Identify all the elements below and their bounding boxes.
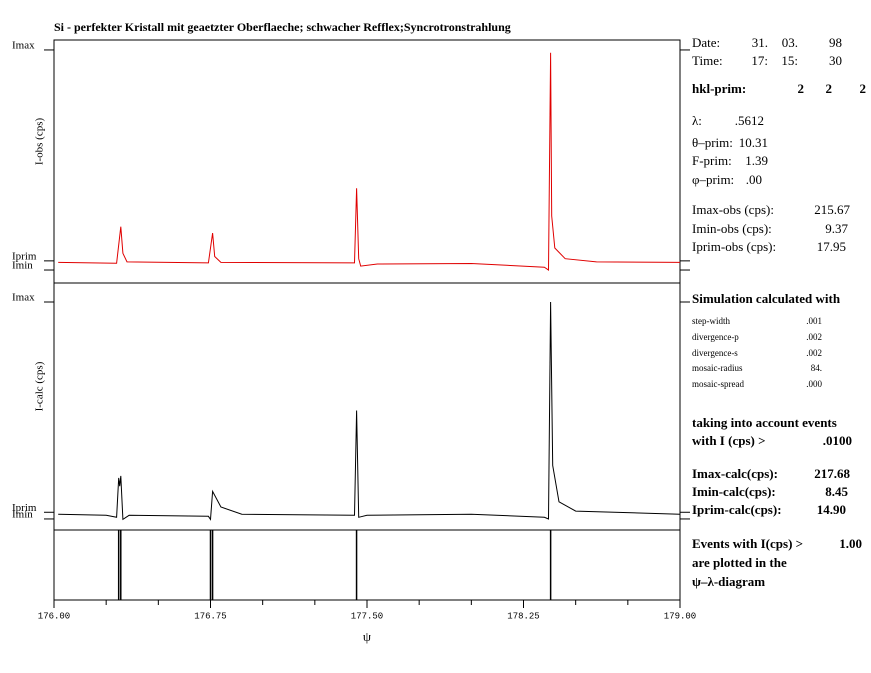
info-value: 14.90 <box>817 502 846 517</box>
x-tick-label: 179.00 <box>664 611 696 621</box>
info-label: step-width <box>692 316 730 326</box>
panel-frame <box>53 39 681 284</box>
info-value: 15: <box>781 53 798 68</box>
info-value: .0100 <box>823 433 852 448</box>
info-value: 8.45 <box>825 484 848 499</box>
info-label: mosaic-radius <box>692 363 743 373</box>
info-value: 1.39 <box>745 153 768 168</box>
info-label: Imin-calc(cps): <box>692 484 776 499</box>
info-value: .5612 <box>735 113 764 128</box>
info-value: 17.95 <box>817 239 846 254</box>
info-value: 10.31 <box>739 135 768 150</box>
info-value: 2 <box>798 81 805 96</box>
info-value: 84. <box>811 363 822 373</box>
info-label: Simulation calculated with <box>692 291 841 306</box>
y-tick-label: Imin <box>12 260 33 272</box>
x-tick-label: 176.75 <box>194 611 226 621</box>
x-tick-label: 177.50 <box>351 611 383 621</box>
info-label: Iprim-obs (cps): <box>692 239 776 254</box>
info-value: .001 <box>806 316 822 326</box>
info-label: Imin-obs (cps): <box>692 221 772 236</box>
y-tick-label: Imax <box>12 39 35 51</box>
info-label: λ: <box>692 113 702 128</box>
info-value: 17: <box>751 53 768 68</box>
info-label: Imax-calc(cps): <box>692 466 778 481</box>
panel-frame <box>53 529 681 601</box>
info-label: Imax-obs (cps): <box>692 202 774 217</box>
info-label: Time: <box>692 53 723 68</box>
x-tick-label: 176.00 <box>38 611 70 621</box>
x-tick-label: 178.25 <box>507 611 539 621</box>
info-label: θ–prim: <box>692 135 733 150</box>
info-label: divergence-s <box>692 348 738 358</box>
info-value: 31. <box>752 35 768 50</box>
info-label: ψ–λ-diagram <box>692 574 765 589</box>
info-label: F-prim: <box>692 153 732 168</box>
x-axis-label: ψ <box>363 629 371 644</box>
info-value: .00 <box>746 172 762 187</box>
info-value: 1.00 <box>839 536 862 551</box>
y-tick-label: Imax <box>12 292 35 304</box>
panel-frame <box>53 282 681 531</box>
info-label: mosaic-spread <box>692 379 744 389</box>
info-value: 03. <box>782 35 798 50</box>
info-label: taking into account events <box>692 415 837 430</box>
chart-title: Si - perfekter Kristall mit geaetzter Ob… <box>54 20 511 34</box>
info-value: .002 <box>806 348 822 358</box>
data-line <box>58 301 681 521</box>
y-axis-label: I-calc (cps) <box>34 361 46 411</box>
y-tick-label: Iprim <box>12 502 37 514</box>
y-tick-label: Imin <box>12 508 33 520</box>
info-value: 215.67 <box>814 202 850 217</box>
data-line <box>58 52 681 271</box>
info-label: Iprim-calc(cps): <box>692 502 782 517</box>
info-label: Date: <box>692 35 720 50</box>
info-label: Events with I(cps) > <box>692 536 803 551</box>
info-label: with I (cps) > <box>692 433 766 448</box>
y-tick-label: Iprim <box>12 250 37 262</box>
info-value: 2 <box>860 81 867 96</box>
info-value: .000 <box>806 379 822 389</box>
info-label: are plotted in the <box>692 555 787 570</box>
info-value: 98 <box>829 35 842 50</box>
info-value: 9.37 <box>825 221 848 236</box>
info-label: hkl-prim: <box>692 81 746 96</box>
info-label: divergence-p <box>692 332 739 342</box>
info-label: φ–prim: <box>692 172 734 187</box>
info-value: 217.68 <box>814 466 850 481</box>
info-value: 2 <box>826 81 833 96</box>
info-value: .002 <box>806 332 822 342</box>
info-value: 30 <box>829 53 842 68</box>
y-axis-label: I-obs (cps) <box>34 117 46 165</box>
